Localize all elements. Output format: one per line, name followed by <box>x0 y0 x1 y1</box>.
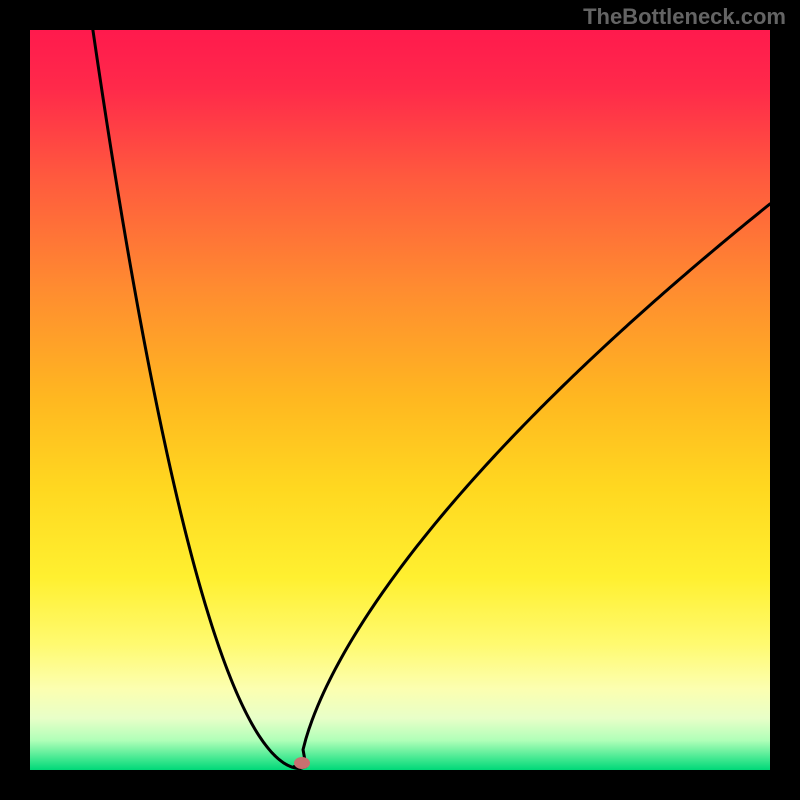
plot-area <box>30 30 770 770</box>
watermark-text: TheBottleneck.com <box>583 4 786 30</box>
bottleneck-curve <box>30 30 770 770</box>
minimum-marker <box>294 757 310 769</box>
curve-path <box>93 30 770 769</box>
